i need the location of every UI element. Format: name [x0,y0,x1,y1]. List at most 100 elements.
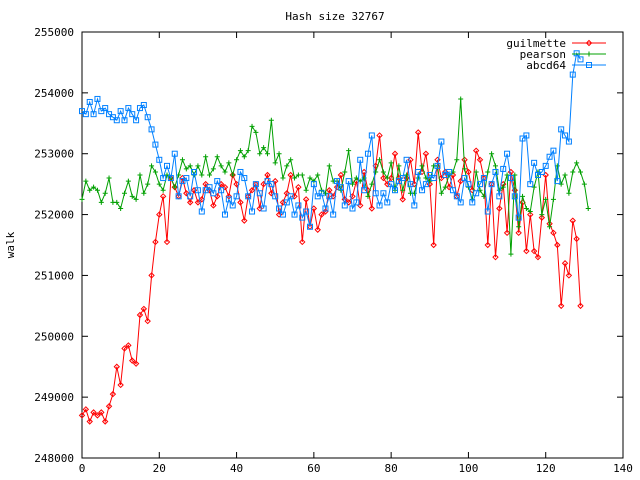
series-abcd64 [79,50,584,230]
data-point [396,163,402,169]
data-point [121,345,128,352]
data-point [484,241,491,249]
data-point [245,193,252,200]
data-point [565,138,572,145]
data-point [485,169,491,175]
legend-label: abcd64 [526,59,566,72]
data-point [330,211,337,218]
data-point [314,226,321,233]
data-point [133,196,139,202]
data-point [426,172,433,179]
data-point [141,190,147,196]
data-point [377,157,383,163]
data-point [218,163,224,169]
data-point [206,184,213,191]
data-point [496,193,503,200]
data-point [202,180,209,188]
data-point [349,205,356,212]
data-point [94,412,101,419]
data-point [136,105,143,112]
data-point [534,172,541,179]
data-point [550,196,556,202]
data-point [194,187,201,194]
data-point [550,229,557,237]
data-point [237,168,244,175]
data-point [391,150,399,157]
data-point [558,126,565,133]
data-point [388,160,394,166]
data-point [492,253,499,261]
data-point [449,187,456,194]
data-point [288,157,294,163]
data-point [221,183,229,191]
x-axis: 0 20 40 60 80 100 120 140 [79,32,633,475]
data-point [380,174,387,182]
data-point [226,160,232,166]
x-tick-label: 140 [613,462,633,475]
chart-title: Hash size 32767 [285,10,384,23]
data-point [79,108,85,115]
data-point [531,184,537,190]
data-point [400,187,406,193]
data-point [118,205,124,211]
data-point [117,381,124,389]
data-point [133,117,140,124]
data-point [442,172,449,179]
data-point [105,403,113,410]
data-point [334,178,341,185]
data-point [109,390,117,398]
data-point [446,168,453,175]
data-point [152,141,159,148]
data-point [272,193,279,200]
data-point [458,96,464,102]
data-point [365,193,371,199]
data-point [465,168,472,176]
y-tick-label: 251000 [34,269,74,282]
data-point [357,156,364,163]
x-tick-label: 60 [307,462,320,475]
data-point [284,163,290,169]
data-point [234,157,240,163]
data-point [476,156,484,164]
data-point [411,202,418,209]
data-point [337,184,344,191]
data-point [82,111,89,118]
data-point [523,132,530,139]
data-point [318,211,325,218]
data-point [315,172,321,178]
data-point [221,211,228,218]
data-point [187,163,193,169]
data-point [403,156,410,163]
data-point [249,123,255,129]
data-point [276,151,282,157]
y-axis-label: walk [4,231,17,258]
data-point [172,184,178,190]
data-point [511,193,518,200]
legend-swatch-marker [586,51,592,57]
data-point [156,181,162,187]
y-tick-label: 255000 [34,26,74,39]
data-point [473,190,480,197]
data-point [129,357,136,364]
data-point [314,193,321,200]
data-point [230,172,236,178]
data-point [272,177,279,185]
data-point [241,154,247,160]
data-point [326,187,333,194]
data-point [384,199,391,206]
data-point [427,178,433,184]
data-point [546,153,553,160]
data-point [569,217,576,224]
data-point [164,172,170,178]
data-point [565,272,573,279]
x-tick-label: 120 [536,462,556,475]
data-point [368,205,376,212]
data-point [237,148,243,154]
data-point [214,178,221,185]
data-point [137,172,143,178]
data-point [144,317,151,325]
data-point [307,175,313,181]
data-point [538,168,545,175]
data-point [82,406,90,413]
data-point [121,117,128,124]
